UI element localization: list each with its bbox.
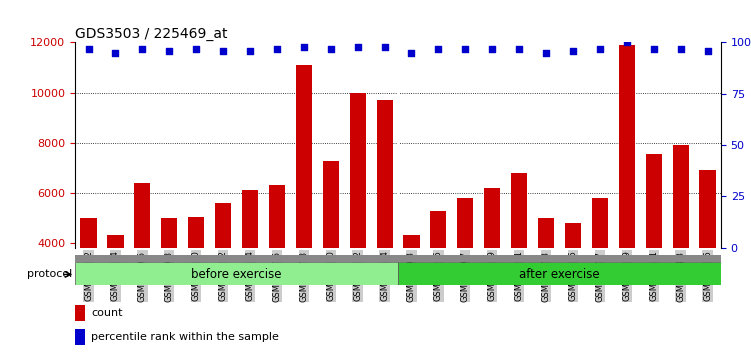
Point — [351, 44, 363, 50]
Bar — [107, 235, 123, 343]
Point — [567, 48, 579, 53]
Bar — [511, 173, 527, 343]
Point — [594, 46, 606, 51]
Bar — [699, 170, 716, 343]
Bar — [398, 262, 721, 285]
Bar — [80, 218, 97, 343]
Point — [513, 46, 525, 51]
Point — [540, 50, 552, 56]
Point — [190, 46, 202, 51]
Bar — [242, 190, 258, 343]
Bar — [269, 185, 285, 343]
Text: count: count — [92, 308, 122, 318]
Bar — [484, 188, 500, 343]
Point — [406, 50, 418, 56]
Point — [647, 46, 659, 51]
Bar — [376, 100, 393, 343]
Bar — [430, 211, 446, 343]
Bar — [565, 223, 581, 343]
Point — [486, 46, 498, 51]
Point — [217, 48, 229, 53]
Point — [110, 50, 122, 56]
Point — [701, 48, 713, 53]
Bar — [646, 154, 662, 343]
Point — [433, 46, 445, 51]
Point — [379, 44, 391, 50]
Point — [83, 46, 95, 51]
Bar — [538, 218, 554, 343]
Bar — [349, 92, 366, 343]
Point — [621, 40, 633, 45]
Point — [324, 46, 336, 51]
Bar — [673, 145, 689, 343]
Bar — [75, 305, 85, 321]
Bar — [215, 203, 231, 343]
Text: after exercise: after exercise — [519, 268, 600, 281]
Bar — [75, 329, 85, 345]
Bar — [161, 218, 177, 343]
Bar — [75, 255, 721, 262]
Point — [271, 46, 283, 51]
Point — [163, 48, 175, 53]
Bar — [323, 161, 339, 343]
Point — [137, 46, 149, 51]
Bar — [188, 217, 204, 343]
Point — [460, 46, 472, 51]
Text: percentile rank within the sample: percentile rank within the sample — [92, 332, 279, 342]
Bar — [619, 45, 635, 343]
Bar — [457, 198, 473, 343]
Point — [244, 48, 256, 53]
Bar — [296, 65, 312, 343]
Bar — [75, 262, 398, 285]
Point — [674, 46, 686, 51]
Bar — [592, 198, 608, 343]
Point — [298, 44, 310, 50]
Text: protocol: protocol — [27, 269, 72, 279]
Bar — [134, 183, 150, 343]
Text: GDS3503 / 225469_at: GDS3503 / 225469_at — [75, 28, 228, 41]
Bar — [403, 235, 420, 343]
Text: before exercise: before exercise — [192, 268, 282, 281]
